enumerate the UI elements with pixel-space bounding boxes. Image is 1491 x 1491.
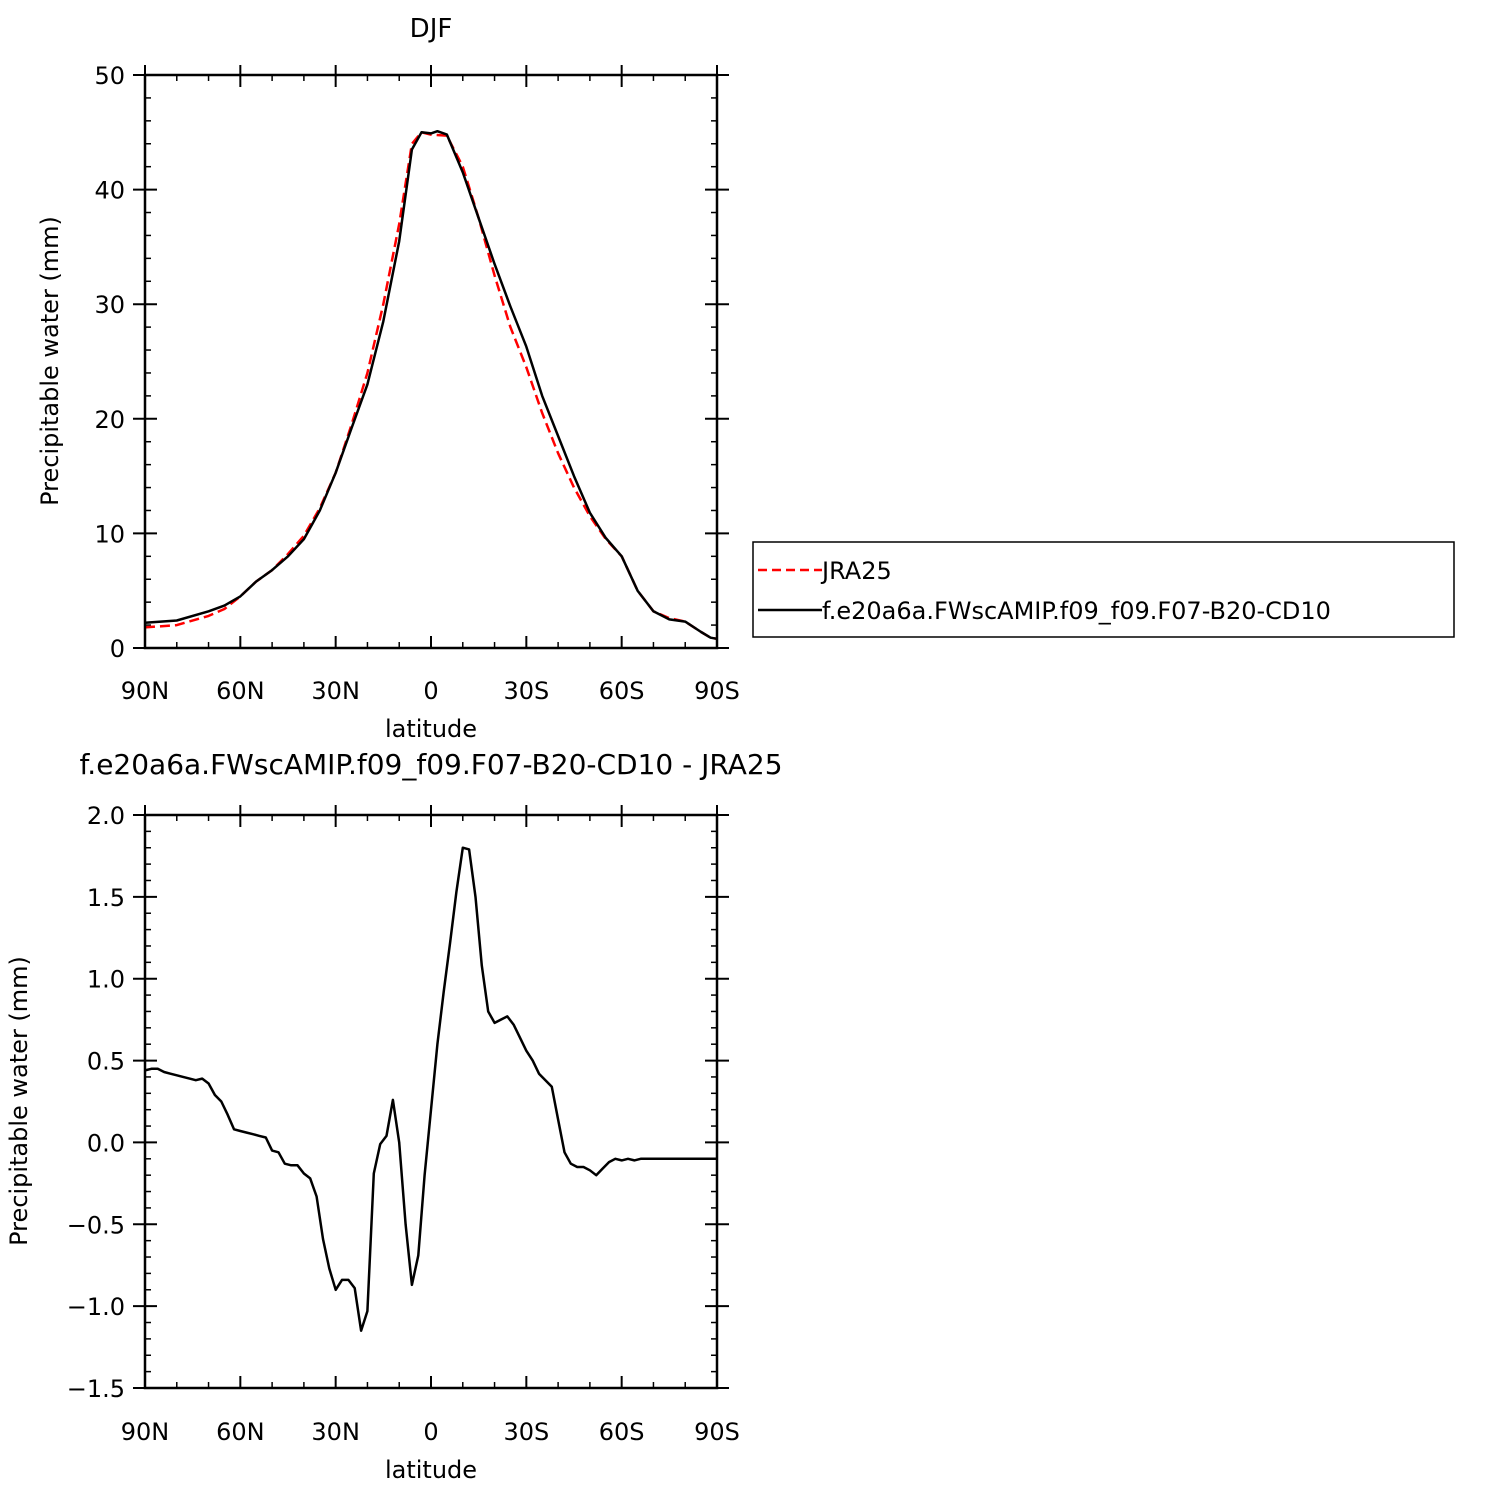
- bottom-x-tick-label: 60N: [216, 1418, 265, 1446]
- legend-label-jra25: JRA25: [820, 557, 892, 585]
- top-x-tick-label: 0: [423, 677, 438, 705]
- top-y-tick-label: 10: [94, 520, 125, 548]
- bottom-x-axis-label: latitude: [385, 1456, 477, 1484]
- legend-label-model: f.e20a6a.FWscAMIP.f09_f09.F07-B20-CD10: [822, 597, 1331, 625]
- bottom-title: f.e20a6a.FWscAMIP.f09_f09.F07-B20-CD10 -…: [79, 748, 782, 781]
- top-x-tick-label: 90S: [694, 677, 740, 705]
- top-panel: DJF Precipitable water (mm) latitude 90N…: [36, 14, 740, 743]
- bottom-ticks: 90N 60N 30N 0 30S 60S 90S −1.5 −1.0 −0.5 0.0 0.5 1.0…: [67, 802, 740, 1446]
- bottom-y-tick-label: 1.5: [87, 884, 125, 912]
- top-x-tick-label: 30S: [503, 677, 549, 705]
- top-series-line-jra25: [144, 131, 718, 641]
- bottom-x-tick-label: 60S: [599, 1418, 645, 1446]
- bottom-series: [144, 846, 717, 1332]
- bottom-series-line-difference: [144, 846, 717, 1332]
- bottom-x-tick-label: 90N: [121, 1418, 170, 1446]
- bottom-y-tick-label: 2.0: [87, 802, 125, 830]
- bottom-x-tick-label: 30N: [311, 1418, 360, 1446]
- bottom-y-tick-label: −1.5: [67, 1375, 125, 1403]
- top-x-axis-label: latitude: [385, 715, 477, 743]
- bottom-x-tick-label: 0: [423, 1418, 438, 1446]
- bottom-plot-frame: [143, 813, 719, 1390]
- top-y-tick-label: 20: [94, 406, 125, 434]
- bottom-y-tick-label: 0.0: [87, 1129, 125, 1157]
- bottom-panel: f.e20a6a.FWscAMIP.f09_f09.F07-B20-CD10 -…: [5, 748, 783, 1484]
- legend: JRA25 f.e20a6a.FWscAMIP.f09_f09.F07-B20-…: [752, 541, 1455, 638]
- bottom-y-tick-label: 0.5: [87, 1048, 125, 1076]
- bottom-x-tick-label: 30S: [503, 1418, 549, 1446]
- top-y-tick-label: 30: [94, 291, 125, 319]
- top-title: DJF: [410, 14, 453, 44]
- top-x-tick-label: 60S: [599, 677, 645, 705]
- top-x-tick-label: 90N: [121, 677, 170, 705]
- top-series: [144, 129, 718, 641]
- top-x-tick-label: 60N: [216, 677, 265, 705]
- top-ticks: 90N 60N 30N 0 30S 60S 90S 0 10 20 30 40 50: [94, 62, 739, 705]
- top-y-tick-label: 40: [94, 177, 125, 205]
- bottom-y-tick-label: 1.0: [87, 966, 125, 994]
- legend-box: [752, 541, 1455, 638]
- bottom-x-tick-label: 90S: [694, 1418, 740, 1446]
- top-y-axis-label: Precipitable water (mm): [36, 216, 64, 506]
- top-y-tick-label: 50: [94, 62, 125, 90]
- top-plot-frame: [143, 73, 719, 650]
- bottom-y-tick-label: −1.0: [67, 1293, 125, 1321]
- top-x-tick-label: 30N: [311, 677, 360, 705]
- top-series-line-model: [144, 129, 718, 641]
- top-y-tick-label: 0: [110, 635, 125, 663]
- bottom-y-tick-label: −0.5: [67, 1211, 125, 1239]
- bottom-y-axis-label: Precipitable water (mm): [5, 956, 33, 1246]
